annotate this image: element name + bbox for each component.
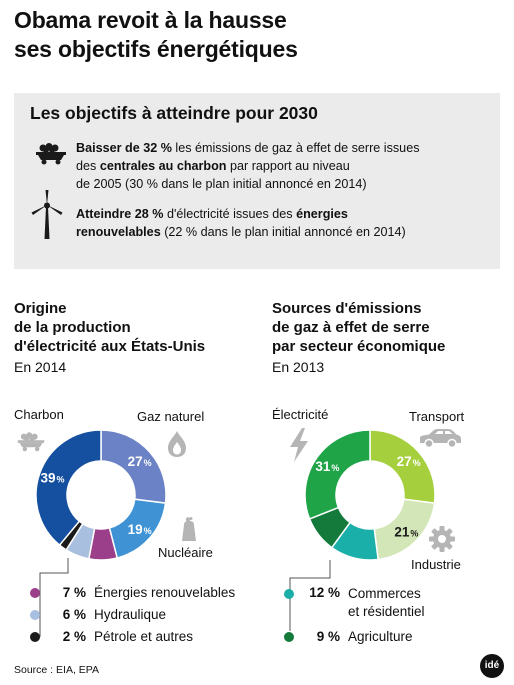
legend-dot <box>30 631 40 642</box>
legend-label-group: Commerces et résidentiel <box>348 585 425 621</box>
title-line-1: Obama revoit à la hausse <box>14 7 287 33</box>
nuclear-plant-icon <box>182 517 196 541</box>
right-donut-value-label-1: 27% <box>397 454 421 469</box>
goal-renewables-bold1: Atteindre 28 % <box>76 207 164 221</box>
legend-label: Agriculture <box>348 629 413 644</box>
right-title: Sources d'émissions de gaz à effet de se… <box>272 299 445 356</box>
goal-renewables: Atteindre 28 % d'électricité issues des … <box>76 205 496 241</box>
right-title-2: de gaz à effet de serre <box>272 319 430 336</box>
goal-coal-bold1: Baisser de 32 % <box>76 141 172 155</box>
lightning-icon <box>290 428 308 462</box>
label-transport: Transport <box>409 409 465 424</box>
goal-coal-bold2: centrales au charbon <box>99 159 227 173</box>
goals-box: Les objectifs à atteindre pour 2030 Bais… <box>14 93 500 269</box>
legend-label: Hydraulique <box>94 607 167 622</box>
left-donut-value-label-1: 27% <box>128 454 152 469</box>
right-title-1: Sources d'émissions <box>272 300 422 317</box>
coal-cart-icon <box>17 432 45 452</box>
label-industrie: Industrie <box>411 557 461 572</box>
coal-cart-icon <box>36 143 66 165</box>
goal-coal: Baisser de 32 % les émissions de gaz à e… <box>76 139 496 193</box>
right-legend-row-1: 12 % Commerces et résidentiel <box>284 585 425 621</box>
legend-value: 12 % <box>309 585 340 600</box>
left-donut-value-label-6: 39% <box>41 471 65 486</box>
legend-label-line-2: et résidentiel <box>348 604 425 619</box>
left-title-3: d'électricité aux États-Unis <box>14 338 206 355</box>
right-donut-value-label-2: 21% <box>394 524 418 539</box>
pie-chart-electricity-origin: 27% 19% 39% <box>35 429 167 561</box>
left-subtitle: En 2014 <box>14 359 67 375</box>
left-title-2: de la production <box>14 319 131 336</box>
left-title: Origine de la production d'électricité a… <box>14 299 205 356</box>
right-donut-slice-5 <box>304 429 371 520</box>
source-note: Source : EIA, EPA <box>14 664 100 676</box>
page-title: Obama revoit à la hausse ses objectifs é… <box>14 6 504 64</box>
logo: idé <box>480 654 504 678</box>
legend-dot <box>284 631 294 642</box>
legend-dot <box>30 609 40 620</box>
legend-value: 9 % <box>316 629 340 644</box>
legend-label: Énergies renouvelables <box>94 585 236 600</box>
goal-renewables-t2: (22 % dans le plan initial annoncé en 20… <box>160 225 406 239</box>
goal-renewables-bold3: renouvelables <box>76 225 161 239</box>
label-electricite: Électricité <box>272 407 329 422</box>
right-title-3: par secteur économique <box>272 338 446 355</box>
legend-dot <box>30 587 40 598</box>
right-legend-row-2: 9 % Agriculture <box>284 629 413 644</box>
left-donut-value-label-2: 19% <box>128 522 152 537</box>
right-donut-slice-1 <box>369 429 436 504</box>
goal-coal-t3: par rapport au niveau <box>226 159 350 173</box>
title-line-2: ses objectifs énergétiques <box>14 36 298 62</box>
left-donut-slice-6 <box>35 429 102 547</box>
right-subtitle: En 2013 <box>272 359 325 375</box>
left-legend-row-3: 2 % Pétrole et autres <box>30 629 193 644</box>
legend-label: Pétrole et autres <box>94 629 194 644</box>
left-legend-row-2: 6 % Hydraulique <box>30 607 166 622</box>
legend-value: 2 % <box>62 629 86 644</box>
legend-label: Commerces <box>348 586 421 601</box>
goals-title: Les objectifs à atteindre pour 2030 <box>30 103 318 123</box>
goal-renewables-t1: d'électricité issues des <box>163 207 297 221</box>
wind-turbine-icon <box>31 190 63 239</box>
legend-value: 6 % <box>62 607 86 622</box>
gas-flame-icon <box>168 431 186 457</box>
gear-icon <box>429 526 455 552</box>
goal-coal-t4: de 2005 (30 % dans le plan initial annon… <box>76 177 367 191</box>
pie-chart-ghg-sources: 27% 21% 31% <box>304 429 436 561</box>
goal-coal-t1: les émissions de gaz à effet de serre is… <box>171 141 420 155</box>
label-charbon: Charbon <box>14 407 64 422</box>
goal-coal-t2: des <box>76 159 100 173</box>
legend-dot <box>284 589 294 599</box>
goal-renewables-bold2: énergies <box>296 207 348 221</box>
left-legend-row-1: 7 % Énergies renouvelables <box>30 585 235 600</box>
left-title-1: Origine <box>14 300 67 317</box>
left-donut-slice-1 <box>100 429 167 504</box>
right-donut-value-label-5: 31% <box>315 459 339 474</box>
label-gaz-naturel: Gaz naturel <box>137 409 205 424</box>
legend-value: 7 % <box>62 585 86 600</box>
car-icon <box>420 429 461 449</box>
label-nucleaire: Nucléaire <box>158 545 213 560</box>
